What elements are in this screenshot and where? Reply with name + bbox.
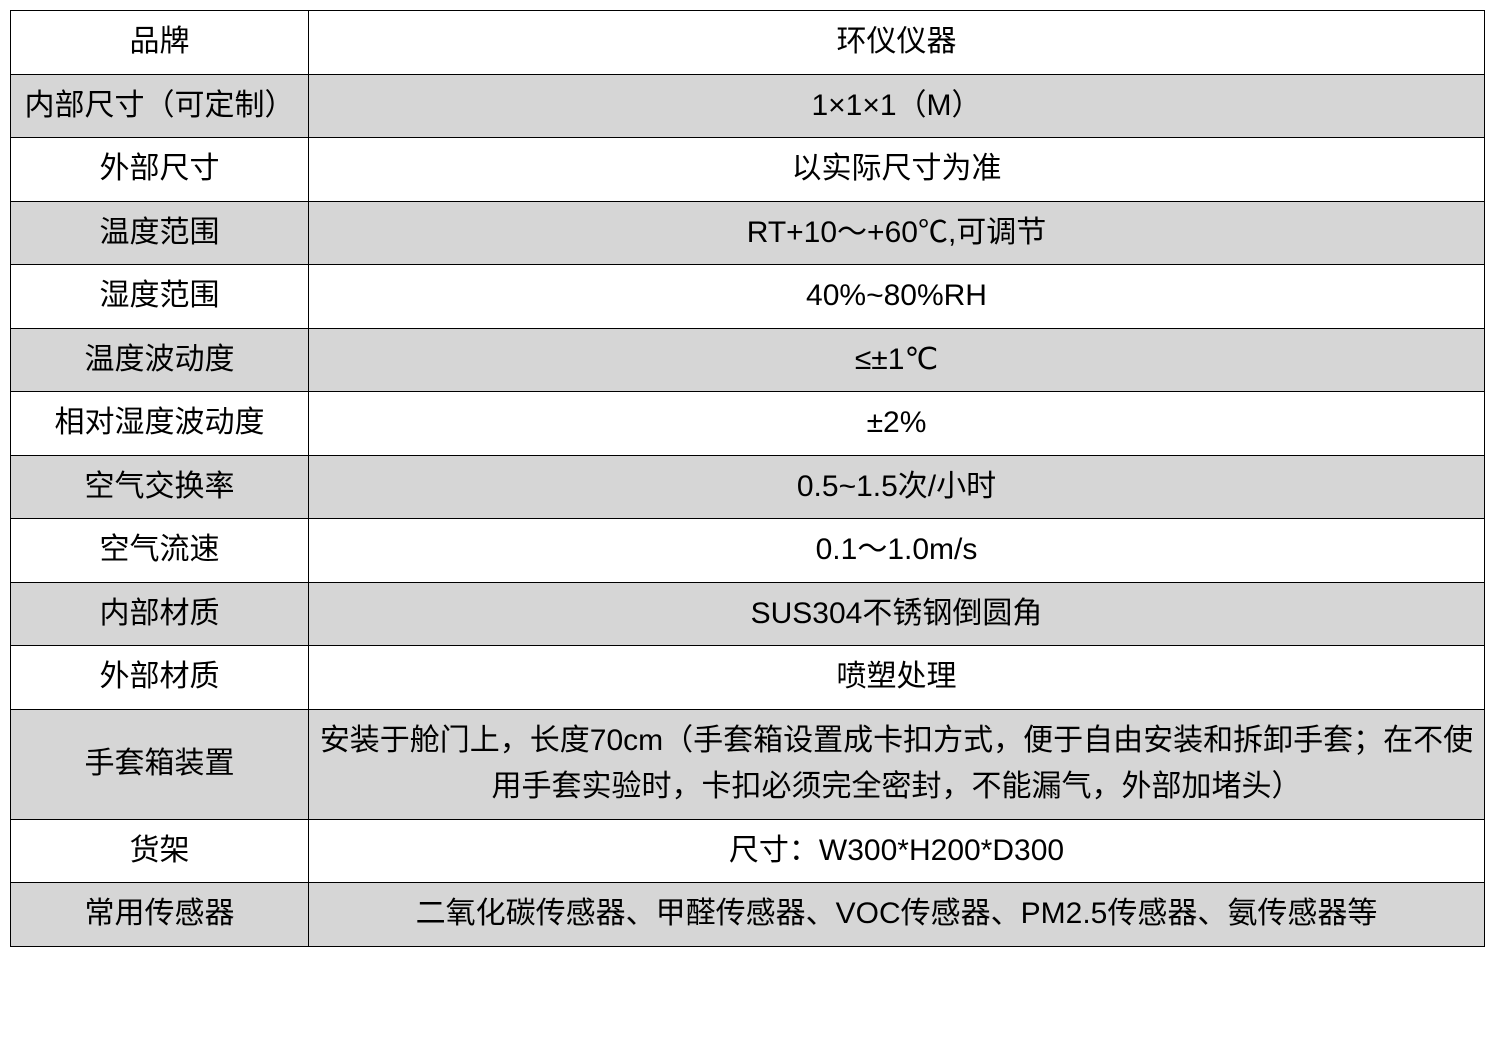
spec-label: 内部尺寸（可定制） — [11, 74, 309, 138]
spec-value: 以实际尺寸为准 — [309, 138, 1485, 202]
spec-label: 空气交换率 — [11, 455, 309, 519]
spec-value: ±2% — [309, 392, 1485, 456]
spec-label: 温度波动度 — [11, 328, 309, 392]
spec-value: 二氧化碳传感器、甲醛传感器、VOC传感器、PM2.5传感器、氨传感器等 — [309, 883, 1485, 947]
spec-value: ≤±1℃ — [309, 328, 1485, 392]
table-row: 手套箱装置 安装于舱门上，长度70cm（手套箱设置成卡扣方式，便于自由安装和拆卸… — [11, 709, 1485, 819]
table-row: 温度波动度 ≤±1℃ — [11, 328, 1485, 392]
spec-table-body: 品牌 环仪仪器 内部尺寸（可定制） 1×1×1（M） 外部尺寸 以实际尺寸为准 … — [11, 11, 1485, 947]
spec-value: 环仪仪器 — [309, 11, 1485, 75]
table-row: 内部材质 SUS304不锈钢倒圆角 — [11, 582, 1485, 646]
spec-table: 品牌 环仪仪器 内部尺寸（可定制） 1×1×1（M） 外部尺寸 以实际尺寸为准 … — [10, 10, 1485, 947]
spec-label: 品牌 — [11, 11, 309, 75]
spec-label: 手套箱装置 — [11, 709, 309, 819]
spec-value: 0.5~1.5次/小时 — [309, 455, 1485, 519]
spec-value: 40%~80%RH — [309, 265, 1485, 329]
spec-value: RT+10～+60℃,可调节 — [309, 201, 1485, 265]
table-row: 外部尺寸 以实际尺寸为准 — [11, 138, 1485, 202]
spec-label: 相对湿度波动度 — [11, 392, 309, 456]
spec-label: 货架 — [11, 819, 309, 883]
spec-value: 尺寸：W300*H200*D300 — [309, 819, 1485, 883]
spec-label: 常用传感器 — [11, 883, 309, 947]
table-row: 湿度范围 40%~80%RH — [11, 265, 1485, 329]
spec-label: 空气流速 — [11, 519, 309, 583]
table-row: 内部尺寸（可定制） 1×1×1（M） — [11, 74, 1485, 138]
spec-value: 喷塑处理 — [309, 646, 1485, 710]
spec-label: 外部尺寸 — [11, 138, 309, 202]
table-row: 相对湿度波动度 ±2% — [11, 392, 1485, 456]
table-row: 空气流速 0.1～1.0m/s — [11, 519, 1485, 583]
table-row: 品牌 环仪仪器 — [11, 11, 1485, 75]
spec-value: 1×1×1（M） — [309, 74, 1485, 138]
table-row: 温度范围 RT+10～+60℃,可调节 — [11, 201, 1485, 265]
table-row: 空气交换率 0.5~1.5次/小时 — [11, 455, 1485, 519]
spec-label: 湿度范围 — [11, 265, 309, 329]
table-row: 外部材质 喷塑处理 — [11, 646, 1485, 710]
spec-label: 内部材质 — [11, 582, 309, 646]
spec-value: SUS304不锈钢倒圆角 — [309, 582, 1485, 646]
table-row: 货架 尺寸：W300*H200*D300 — [11, 819, 1485, 883]
spec-value: 0.1～1.0m/s — [309, 519, 1485, 583]
spec-label: 外部材质 — [11, 646, 309, 710]
spec-value: 安装于舱门上，长度70cm（手套箱设置成卡扣方式，便于自由安装和拆卸手套；在不使… — [309, 709, 1485, 819]
table-row: 常用传感器 二氧化碳传感器、甲醛传感器、VOC传感器、PM2.5传感器、氨传感器… — [11, 883, 1485, 947]
spec-label: 温度范围 — [11, 201, 309, 265]
